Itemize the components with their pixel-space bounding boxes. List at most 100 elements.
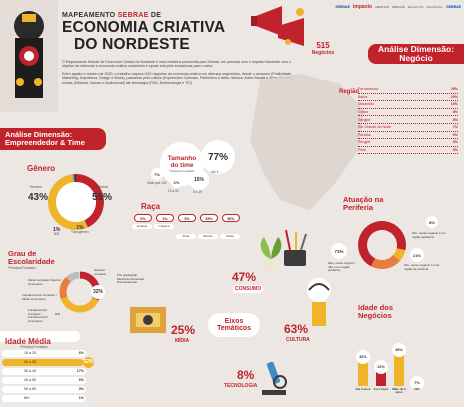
idade-media-row: 25 a 35 32% — [2, 357, 94, 368]
genero-right-value: 55% — [92, 192, 113, 203]
idade-media-row-bar — [2, 377, 18, 384]
escolaridade-label-2: Pós graduação Mestrado Doutorado Pós-Dou… — [117, 273, 145, 285]
periferia-v2: 8% — [429, 219, 435, 225]
idade-media-row-label: 25 a 35 — [24, 360, 36, 364]
genero-left-value: 43% — [28, 192, 49, 203]
idade-media-row-label: 65+ — [24, 396, 31, 400]
midia-value: 25% — [171, 323, 196, 337]
genero-bottom-1-label: N/R — [53, 232, 60, 236]
idade-negocios-value: 39% — [392, 343, 406, 357]
regiao-row-label: Maranhão — [358, 102, 375, 107]
regiao-row-value: 7% — [452, 125, 458, 130]
regiao-row-label: Piauí — [358, 148, 367, 153]
escolaridade-label-4: Fundamental II completo / Médio incomple… — [22, 293, 57, 301]
genero-bottom-1: 1% N/R — [53, 227, 60, 237]
tecnologia-value: 8% — [237, 368, 255, 382]
regiao-row: Sergipe 3% — [358, 139, 458, 147]
raca-label: Indígena — [154, 224, 174, 229]
escolaridade-label-1: Superior completo — [94, 268, 107, 276]
regiao-row-value: 3% — [452, 140, 458, 145]
tecnologia-label: TECNOLOGIA — [224, 383, 258, 389]
idade-negocios-value: 32% — [356, 350, 370, 365]
consumo-value: 47% — [232, 270, 257, 284]
negocio-section-header: Análise Dimensão: Negócio — [368, 44, 464, 64]
genero-right-label: Mulheres — [95, 185, 109, 189]
logo-sebrae: SEBRAE — [335, 5, 350, 9]
idade-negocios-label: Até 2 anos — [355, 387, 371, 391]
regiao-row-label: Sergipe — [358, 117, 371, 122]
time-title: Tamanho do time — [167, 155, 197, 169]
northeast-map — [240, 70, 370, 220]
idade-negocios-bar — [358, 353, 368, 386]
genero-bottom-2-label: Transgênero — [71, 230, 89, 234]
cultura-value: 63% — [284, 322, 309, 336]
regiao-row: Bahia 20% — [358, 94, 458, 102]
idade-media-row-bar — [2, 386, 10, 393]
title-line1-b: SEBRAE — [117, 12, 149, 19]
idade-media-row-bar — [2, 359, 84, 366]
title-line1-a: MAPEAMENTO — [62, 12, 118, 19]
periferia-title: Atuação na Periferia — [343, 195, 384, 212]
regiao-list: Pernambuco 29% Bahia 20% Maranhão 16% Ceará 8% S… — [358, 86, 458, 155]
idade-media-subtitle: *Principal Fundador — [20, 345, 48, 349]
idade-media-row-value: 6% — [78, 378, 84, 382]
periferia-v3: 21% — [412, 252, 421, 258]
time-b3-label: 20 a 50 — [168, 189, 179, 193]
periferia-slice — [358, 221, 406, 267]
genero-slice — [72, 174, 75, 183]
genero-title: Gênero — [27, 164, 56, 173]
regiao-row-value: 8% — [452, 117, 458, 122]
periferia-l3: Sim, nosso negócio é uma região de perif… — [404, 263, 440, 271]
idade-media-row-value: 1% — [78, 396, 84, 400]
periferia-slice — [393, 248, 406, 261]
plant-illustration — [256, 235, 286, 273]
time-b4-value: 15% — [193, 177, 204, 183]
regiao-row: Maranhão 16% — [358, 101, 458, 109]
idade-media-bars: 18 a 25 6% 25 a 35 32% 35 a 45 17% 45 a 55 6% 55… — [0, 350, 120, 407]
genero-bottom-2: 1% Transgênero — [71, 225, 89, 235]
periferia-l2: Sim, nosso negócio é em região periféric… — [412, 231, 446, 239]
raca-row: 6% 1% 3% 35% 56% Amarela Indígena Preta Branca Pa… — [132, 214, 246, 244]
genero-chart: 43% Homens 55% Mulheres — [26, 172, 126, 232]
idade-media-header: Idade Média — [0, 331, 80, 346]
time-b1-value: 77% — [207, 151, 228, 163]
logo-realizacao-2: REALIZAÇÃO — [426, 5, 443, 9]
escolaridade-label-5: Fundamental I completo / Fundamental II … — [28, 308, 49, 323]
idade-media-row: 35 a 45 17% — [2, 368, 86, 375]
idade-media-row-value: 3% — [78, 387, 84, 391]
regiao-row-label: Ceará — [358, 110, 368, 115]
periferia-v3-bubble: 21% — [410, 248, 424, 262]
time-subtitle: *Inclusive Fundador — [168, 169, 196, 173]
regiao-row-value: 6% — [452, 132, 458, 137]
intro-paragraph-2: Entre agosto e outubro de 2020, o trabal… — [62, 71, 294, 85]
eixos-title: Eixos Temáticos — [216, 317, 252, 333]
genero-donut — [48, 174, 104, 230]
time-bubble-3: 2% — [171, 177, 182, 188]
escolaridade-label-6: N/R — [55, 312, 61, 316]
time-bubble-1: 77% — [201, 140, 235, 174]
time-bubble-2: 7% — [151, 168, 163, 180]
title-line3: DO NORDESTE — [74, 36, 190, 53]
genero-bottom-1-value: 1% — [53, 227, 61, 233]
periferia-l1: Não, nosso negócio não é em região perif… — [328, 261, 355, 273]
escolaridade-label-3: Médio completo Superior incompleto — [28, 278, 62, 286]
negocio-section-title: Análise Dimensão: Negócio — [377, 44, 455, 63]
raca-value: 56% — [222, 214, 240, 222]
logo-criativo: CRIATIVO — [375, 5, 390, 9]
raca-value: 3% — [178, 214, 196, 222]
total-value: 515 — [316, 41, 330, 50]
raca-value: 1% — [156, 214, 174, 222]
idade-negocios-value: 7% — [410, 375, 424, 390]
logo-sebrae-2: SEBRAE — [445, 5, 462, 9]
idade-negocios-label: Mais de 5 anos — [392, 387, 406, 395]
raca-label: Preta — [176, 234, 196, 239]
regiao-row-label: Pernambuco — [358, 87, 379, 92]
raca-label: Amarela — [132, 224, 152, 229]
idade-negocios-title: Idade dos Negócios — [358, 303, 394, 320]
idade-media-row-label: 45 a 55 — [24, 378, 36, 382]
time-bubble-4: 15% — [189, 170, 209, 190]
intro-paragraph-1: O Mapeamento Sebrae de Economia Criativa… — [62, 60, 291, 69]
idade-negocios-value: 22% — [374, 360, 388, 375]
idade-negocios-bar — [376, 363, 386, 386]
logo-realizacao-1: REALIZAÇÃO — [407, 5, 424, 9]
